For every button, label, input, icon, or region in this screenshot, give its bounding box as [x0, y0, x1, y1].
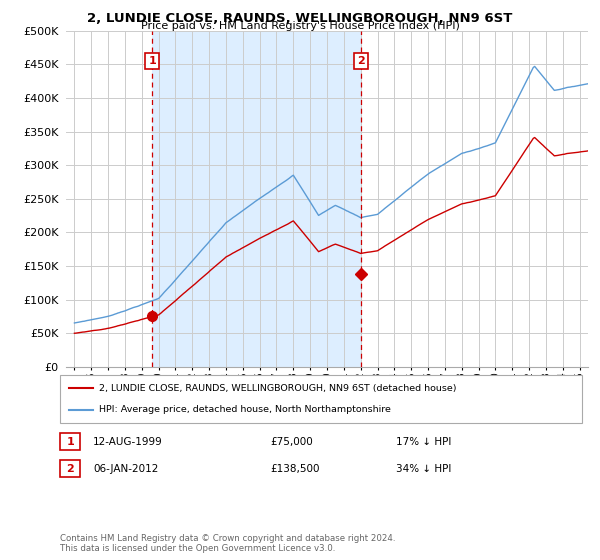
Text: HPI: Average price, detached house, North Northamptonshire: HPI: Average price, detached house, Nort…	[99, 405, 391, 414]
Text: 34% ↓ HPI: 34% ↓ HPI	[396, 464, 451, 474]
Text: 1: 1	[67, 437, 74, 447]
Bar	[152, 31, 361, 367]
Text: 1: 1	[148, 56, 156, 66]
Text: £75,000: £75,000	[270, 437, 313, 447]
Text: 2, LUNDIE CLOSE, RAUNDS, WELLINGBOROUGH, NN9 6ST (detached house): 2, LUNDIE CLOSE, RAUNDS, WELLINGBOROUGH,…	[99, 384, 457, 393]
Text: 2, LUNDIE CLOSE, RAUNDS, WELLINGBOROUGH, NN9 6ST: 2, LUNDIE CLOSE, RAUNDS, WELLINGBOROUGH,…	[88, 12, 512, 25]
Text: Contains HM Land Registry data © Crown copyright and database right 2024.
This d: Contains HM Land Registry data © Crown c…	[60, 534, 395, 553]
Text: 12-AUG-1999: 12-AUG-1999	[93, 437, 163, 447]
Text: Price paid vs. HM Land Registry's House Price Index (HPI): Price paid vs. HM Land Registry's House …	[140, 21, 460, 31]
Text: 17% ↓ HPI: 17% ↓ HPI	[396, 437, 451, 447]
Text: 2: 2	[67, 464, 74, 474]
Text: £138,500: £138,500	[270, 464, 320, 474]
Text: 06-JAN-2012: 06-JAN-2012	[93, 464, 158, 474]
Text: 2: 2	[358, 56, 365, 66]
